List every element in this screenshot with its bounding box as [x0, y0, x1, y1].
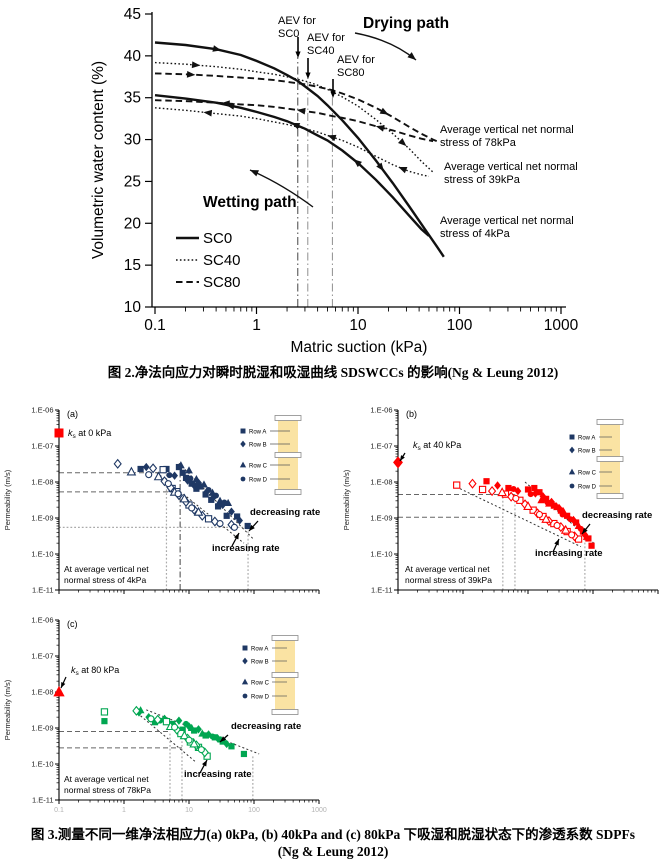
svg-text:45: 45: [124, 6, 141, 23]
svg-text:Permeability (m/s): Permeability (m/s): [342, 469, 351, 530]
svg-text:Row B: Row B: [578, 449, 596, 455]
svg-text:Matric suction (kPa): Matric suction (kPa): [291, 339, 428, 356]
svg-text:normal stress of 4kPa: normal stress of 4kPa: [64, 575, 146, 585]
svg-text:100: 100: [447, 317, 473, 334]
svg-text:1.E-09: 1.E-09: [31, 514, 53, 523]
svg-text:1.E-10: 1.E-10: [370, 550, 392, 559]
svg-text:Row A: Row A: [251, 647, 268, 653]
svg-text:1.E-09: 1.E-09: [370, 514, 392, 523]
svg-text:decreasing rate: decreasing rate: [250, 507, 320, 518]
svg-text:Row D: Row D: [249, 478, 268, 484]
svg-text:1.E-06: 1.E-06: [31, 616, 53, 625]
svg-text:At average vertical net: At average vertical net: [64, 774, 149, 784]
svg-text:Row B: Row B: [251, 660, 269, 666]
figure3-caption-line2: (Ng & Leung 2012): [277, 844, 389, 859]
svg-text:Row C: Row C: [251, 681, 270, 687]
svg-text:increasing rate: increasing rate: [184, 769, 252, 780]
svg-text:stress of 4kPa: stress of 4kPa: [440, 228, 511, 240]
svg-text:increasing rate: increasing rate: [535, 548, 603, 559]
svg-text:25: 25: [124, 173, 141, 190]
svg-text:Row A: Row A: [249, 430, 266, 436]
svg-text:15: 15: [124, 257, 141, 274]
svg-text:Permeability (m/s): Permeability (m/s): [3, 679, 12, 740]
svg-text:(a): (a): [67, 409, 78, 419]
svg-text:increasing rate: increasing rate: [212, 543, 280, 554]
svg-text:Row B: Row B: [249, 443, 267, 449]
svg-text:AEV for: AEV for: [337, 54, 375, 66]
svg-text:1.E-07: 1.E-07: [31, 442, 53, 451]
svg-text:decreasing rate: decreasing rate: [231, 721, 301, 732]
svg-text:SC80: SC80: [203, 274, 241, 291]
svg-text:Row C: Row C: [578, 471, 597, 477]
svg-text:20: 20: [124, 215, 142, 232]
svg-text:SC0: SC0: [203, 230, 232, 247]
svg-text:normal stress of 78kPa: normal stress of 78kPa: [64, 785, 151, 795]
svg-text:10: 10: [185, 807, 193, 814]
svg-text:30: 30: [124, 132, 142, 149]
svg-text:Average vertical net normal: Average vertical net normal: [440, 215, 574, 227]
svg-text:At average vertical net: At average vertical net: [405, 564, 490, 574]
svg-text:ks at 0 kPa: ks at 0 kPa: [68, 428, 111, 440]
svg-text:decreasing rate: decreasing rate: [582, 510, 652, 521]
svg-text:1.E-07: 1.E-07: [370, 442, 392, 451]
svg-text:Row D: Row D: [578, 485, 597, 491]
svg-text:Permeability (m/s): Permeability (m/s): [3, 469, 12, 530]
svg-text:SC40: SC40: [307, 45, 335, 57]
svg-text:(c): (c): [67, 619, 78, 629]
svg-text:Average vertical net normal: Average vertical net normal: [440, 124, 574, 136]
svg-text:1000: 1000: [311, 807, 327, 814]
svg-text:1.E-11: 1.E-11: [371, 586, 393, 595]
swcc-chart: 10 15 20 25 30 35 40 45 0.1 1 10 100 1000 Matric suct…: [90, 6, 579, 356]
svg-text:0.1: 0.1: [144, 317, 166, 334]
permeability-chart-a: 1.E-06 1.E-07 1.E-08 1.E-09 1.E-10 1.E-11 Perm…: [3, 406, 320, 595]
svg-text:1.E-08: 1.E-08: [31, 478, 53, 487]
svg-text:SC40: SC40: [203, 252, 241, 269]
svg-text:1.E-06: 1.E-06: [31, 406, 53, 415]
svg-text:1.E-08: 1.E-08: [31, 688, 53, 697]
svg-text:40: 40: [124, 48, 142, 65]
svg-text:(b): (b): [406, 409, 417, 419]
svg-text:1.E-07: 1.E-07: [31, 652, 53, 661]
svg-text:Row D: Row D: [251, 695, 270, 701]
svg-text:1.E-10: 1.E-10: [31, 760, 53, 769]
svg-text:Row C: Row C: [249, 464, 268, 470]
svg-text:1.E-11: 1.E-11: [32, 796, 54, 805]
svg-text:Average vertical net normal: Average vertical net normal: [444, 161, 578, 173]
figure3-caption: 图 3.测量不同一维净法相应力(a) 0kPa, (b) 40kPa and (…: [0, 826, 666, 860]
svg-text:35: 35: [124, 90, 141, 107]
svg-text:1.E-09: 1.E-09: [31, 724, 53, 733]
svg-text:1000: 1000: [544, 317, 579, 334]
svg-text:1: 1: [122, 807, 126, 814]
svg-text:1.E-11: 1.E-11: [32, 586, 54, 595]
figure2-caption: 图 2.净法向应力对瞬时脱湿和吸湿曲线 SDSWCCs 的影响(Ng & Leu…: [107, 365, 559, 380]
svg-text:AEV for: AEV for: [307, 32, 345, 44]
svg-text:normal stress of 39kPa: normal stress of 39kPa: [405, 575, 492, 585]
figure3-caption-line1: 图 3.测量不同一维净法相应力(a) 0kPa, (b) 40kPa and (…: [30, 827, 636, 842]
permeability-chart-c: 1.E-06 1.E-07 1.E-08 1.E-09 1.E-10 1.E-110.1 1…: [3, 616, 327, 815]
svg-text:1.E-06: 1.E-06: [370, 406, 392, 415]
svg-text:Wetting path: Wetting path: [203, 194, 297, 211]
svg-text:0.1: 0.1: [54, 807, 64, 814]
svg-text:10: 10: [349, 317, 367, 334]
svg-text:ks at 80 kPa: ks at 80 kPa: [71, 665, 119, 677]
svg-text:AEV for: AEV for: [278, 15, 316, 27]
svg-text:Drying path: Drying path: [363, 15, 449, 32]
svg-text:ks at 40 kPa: ks at 40 kPa: [413, 440, 461, 452]
svg-text:1: 1: [252, 317, 261, 334]
svg-text:1.E-08: 1.E-08: [370, 478, 392, 487]
svg-text:10: 10: [124, 299, 142, 316]
svg-text:stress of 78kPa: stress of 78kPa: [440, 137, 517, 149]
svg-text:stress of 39kPa: stress of 39kPa: [444, 174, 521, 186]
svg-text:At average vertical net: At average vertical net: [64, 564, 149, 574]
svg-text:1.E-10: 1.E-10: [31, 550, 53, 559]
svg-text:Volumetric water content (%): Volumetric water content (%): [90, 61, 107, 259]
permeability-chart-b: 1.E-06 1.E-07 1.E-08 1.E-09 1.E-10 1.E-11 Perm…: [342, 406, 659, 595]
svg-text:SC0: SC0: [278, 28, 299, 40]
svg-text:Row A: Row A: [578, 436, 595, 442]
svg-text:100: 100: [248, 807, 260, 814]
svg-text:SC80: SC80: [337, 67, 365, 79]
